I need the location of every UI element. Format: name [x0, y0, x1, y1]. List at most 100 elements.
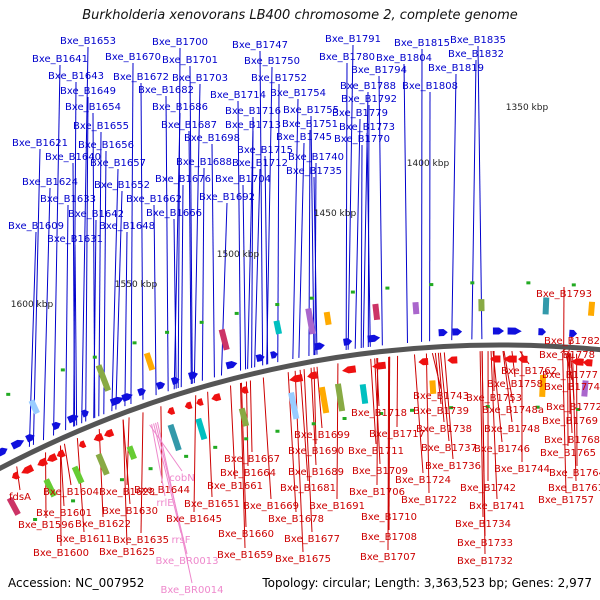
reverse-gene-arrow: [46, 453, 58, 462]
feature-mark: [119, 478, 124, 482]
reverse-gene-line: [294, 370, 304, 553]
forward-gene-line: [313, 176, 318, 355]
feature-mark: [449, 406, 454, 410]
forward-gene-line: [188, 130, 192, 385]
feature-block: [334, 383, 346, 412]
forward-gene-line: [247, 130, 254, 369]
forward-gene-arrow: [507, 327, 522, 335]
forward-gene-label: Bxe_B1713: [225, 120, 281, 131]
forward-gene-label: Bxe_B1643: [48, 71, 104, 82]
reverse-gene-label: Bxe_B1761: [548, 483, 600, 494]
reverse-gene-label: Bxe_B1708: [361, 532, 417, 543]
forward-gene-line: [140, 82, 144, 400]
reverse-gene-line: [249, 380, 253, 453]
reverse-gene-label: Bxe_B1645: [166, 514, 222, 525]
scale-label: 1550 kbp: [115, 280, 158, 290]
feature-mark: [485, 405, 490, 409]
reverse-gene-arrow: [289, 374, 304, 383]
reverse-gene-arrow: [447, 356, 458, 364]
forward-gene-label: Bxe_B1808: [402, 81, 458, 92]
forward-gene-arrow: [452, 328, 463, 336]
feature-mark: [33, 517, 38, 521]
forward-gene-arrow: [51, 421, 61, 431]
forward-gene-label: Bxe_B1788: [340, 81, 396, 92]
reverse-gene-label: Bxe_B1681: [280, 483, 336, 494]
forward-gene-arrow: [67, 414, 79, 424]
reverse-gene-label: Bxe_B1718: [351, 408, 407, 419]
forward-gene-line: [93, 219, 97, 419]
forward-gene-line: [264, 155, 269, 365]
reverse-gene-label: Bxe_B1738: [416, 424, 472, 435]
feature-mark: [132, 341, 137, 345]
forward-gene-line: [193, 83, 201, 384]
reverse-gene-label: Bxe_B1742: [460, 483, 516, 494]
reverse-gene-label: Bxe_B1611: [56, 534, 112, 545]
forward-gene-line: [403, 63, 408, 343]
reverse-gene-line: [434, 352, 442, 405]
accession-label: Accession: NC_007952: [8, 576, 145, 590]
reverse-gene-label: Bxe_B1736: [425, 461, 481, 472]
rna-gene-line: [157, 422, 193, 584]
reverse-gene-label: Bxe_B1699: [294, 430, 350, 441]
forward-gene-line: [347, 44, 354, 350]
feature-block: [412, 301, 420, 315]
forward-gene-label: Bxe_B1712: [232, 158, 288, 169]
forward-gene-arrow: [188, 371, 198, 380]
forward-gene-label: Bxe_B1715: [237, 145, 293, 156]
reverse-gene-line: [240, 382, 247, 528]
reverse-gene-line: [303, 369, 313, 533]
reverse-gene-line: [396, 355, 399, 428]
reverse-gene-label: Bxe_B1717: [369, 429, 425, 440]
feature-mark: [148, 467, 153, 471]
forward-gene-label: Bxe_B1735: [286, 166, 342, 177]
reverse-gene-label: Bxe_B1765: [540, 448, 596, 459]
feature-mark: [184, 454, 189, 458]
forward-gene-label: Bxe_B1740: [288, 152, 344, 163]
forward-gene-label: Bxe_B1714: [210, 90, 266, 101]
forward-gene-arrow: [225, 360, 238, 370]
forward-gene-label: Bxe_B1672: [113, 72, 169, 83]
forward-gene-arrow: [313, 342, 325, 351]
reverse-gene-arrow: [372, 361, 387, 370]
reverse-gene-line: [490, 351, 498, 500]
feature-block: [126, 445, 137, 461]
forward-gene-label: Bxe_B1686: [152, 102, 208, 113]
forward-gene-line: [173, 218, 177, 389]
forward-gene-line: [266, 66, 273, 365]
reverse-gene-line: [443, 352, 454, 460]
feature-block: [372, 303, 381, 321]
reverse-gene-label: Bxe_B1659: [217, 550, 273, 561]
scale-label: 1600 kbp: [11, 300, 54, 310]
forward-gene-label: Bxe_B1688: [176, 157, 232, 168]
reverse-gene-line: [316, 366, 323, 429]
forward-gene-line: [211, 143, 215, 378]
reverse-gene-label: Bxe_B1772: [546, 402, 600, 413]
reverse-gene-label: Bxe_B1630: [102, 506, 158, 517]
forward-gene-label: Bxe_B1640: [45, 152, 101, 163]
forward-gene-label: Bxe_B1687: [161, 120, 217, 131]
forward-gene-line: [103, 150, 107, 415]
feature-mark: [350, 290, 355, 294]
reverse-gene-label: Bxe_B1782: [544, 336, 600, 347]
reverse-gene-line: [562, 352, 567, 494]
reverse-gene-label: Bxe_B1762: [501, 366, 557, 377]
reverse-gene-label: Bxe_B1635: [113, 535, 169, 546]
forward-gene-arrow: [438, 328, 448, 337]
scale-label: 1400 kbp: [407, 159, 450, 169]
reverse-gene-label: Bxe_B1748a: [482, 405, 544, 416]
reverse-gene-label: Bxe_B1689: [288, 467, 344, 478]
forward-gene-line: [201, 167, 205, 381]
forward-gene-arrow: [80, 409, 89, 418]
feature-mark: [71, 499, 76, 503]
reverse-gene-line: [439, 352, 450, 442]
reverse-gene-line: [387, 356, 390, 551]
forward-gene-arrow: [538, 328, 546, 336]
forward-gene-line: [254, 168, 261, 368]
reverse-gene-line: [160, 406, 163, 484]
genome-summary: Topology: circular; Length: 3,363,523 bp…: [262, 576, 592, 590]
forward-gene-line: [177, 47, 181, 389]
feature-mark: [275, 429, 280, 433]
reverse-gene-label: Bxe_B1651: [184, 499, 240, 510]
feature-block: [581, 380, 589, 397]
